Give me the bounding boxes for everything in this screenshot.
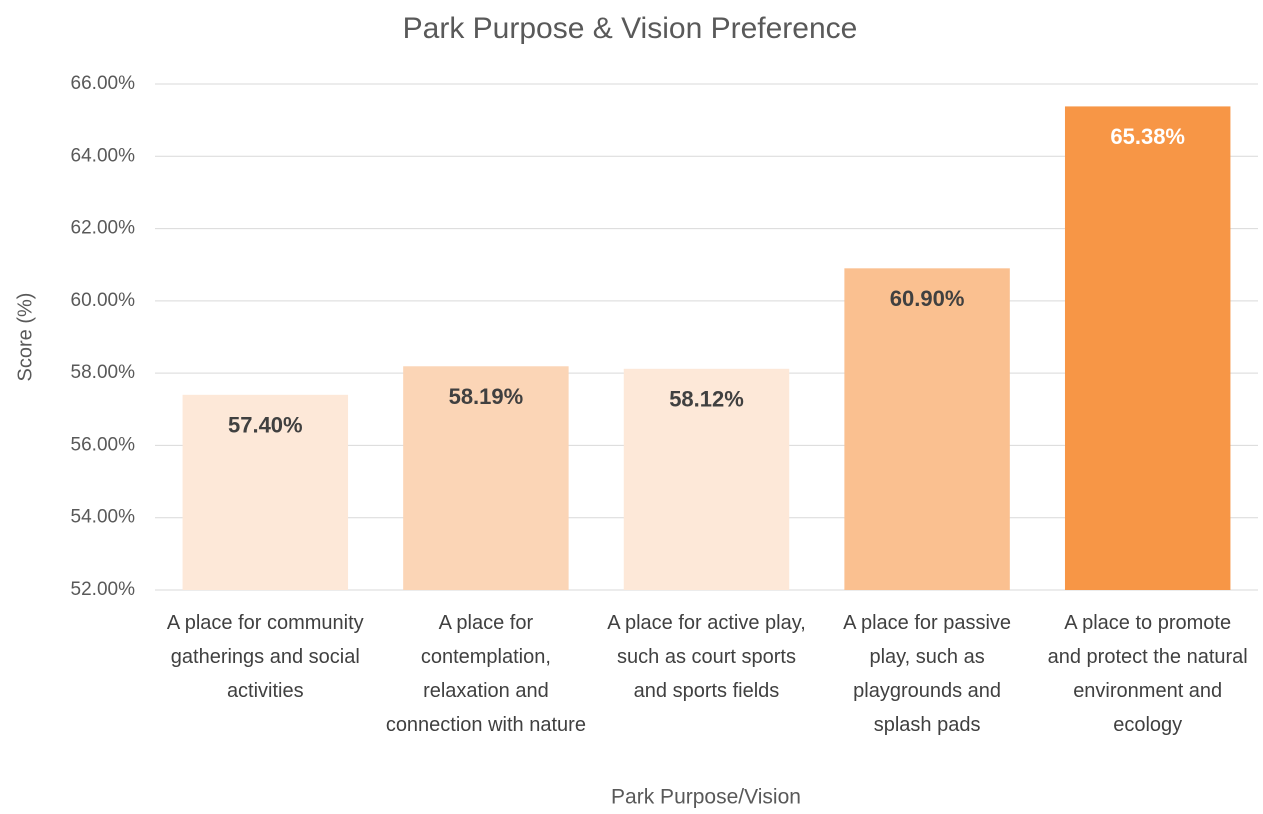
bar [1064, 106, 1231, 590]
y-tick-label: 60.00% [71, 290, 136, 311]
chart-title: Park Purpose & Vision Preference [403, 12, 858, 45]
bar [623, 368, 790, 590]
y-tick-label: 64.00% [71, 145, 136, 166]
x-tick-label: A place to promote and protect the natur… [1047, 612, 1248, 736]
y-tick-label: 52.00% [71, 579, 136, 600]
x-axis-title: Park Purpose/Vision [611, 786, 801, 809]
x-tick-label: A place for contemplation, relaxation an… [385, 612, 586, 736]
y-tick-label: 54.00% [71, 507, 136, 528]
value-label: 57.40% [228, 413, 303, 438]
value-label: 58.19% [449, 384, 524, 409]
x-tick-label: A place for community gatherings and soc… [166, 612, 364, 702]
value-label: 58.12% [669, 387, 744, 412]
value-label: 65.38% [1110, 124, 1185, 149]
y-tick-label: 56.00% [71, 434, 136, 455]
value-label: 60.90% [890, 286, 965, 311]
x-tick-label: A place for active play, such as court s… [607, 612, 806, 702]
bar [182, 394, 349, 590]
y-axis-title: Score (%) [14, 293, 36, 382]
y-tick-label: 62.00% [71, 218, 136, 239]
bar [403, 366, 569, 590]
x-tick-label: A place for passive play, such as playgr… [843, 612, 1012, 736]
y-tick-label: 66.00% [71, 73, 136, 94]
y-tick-label: 58.00% [71, 362, 136, 383]
bar [844, 268, 1010, 590]
